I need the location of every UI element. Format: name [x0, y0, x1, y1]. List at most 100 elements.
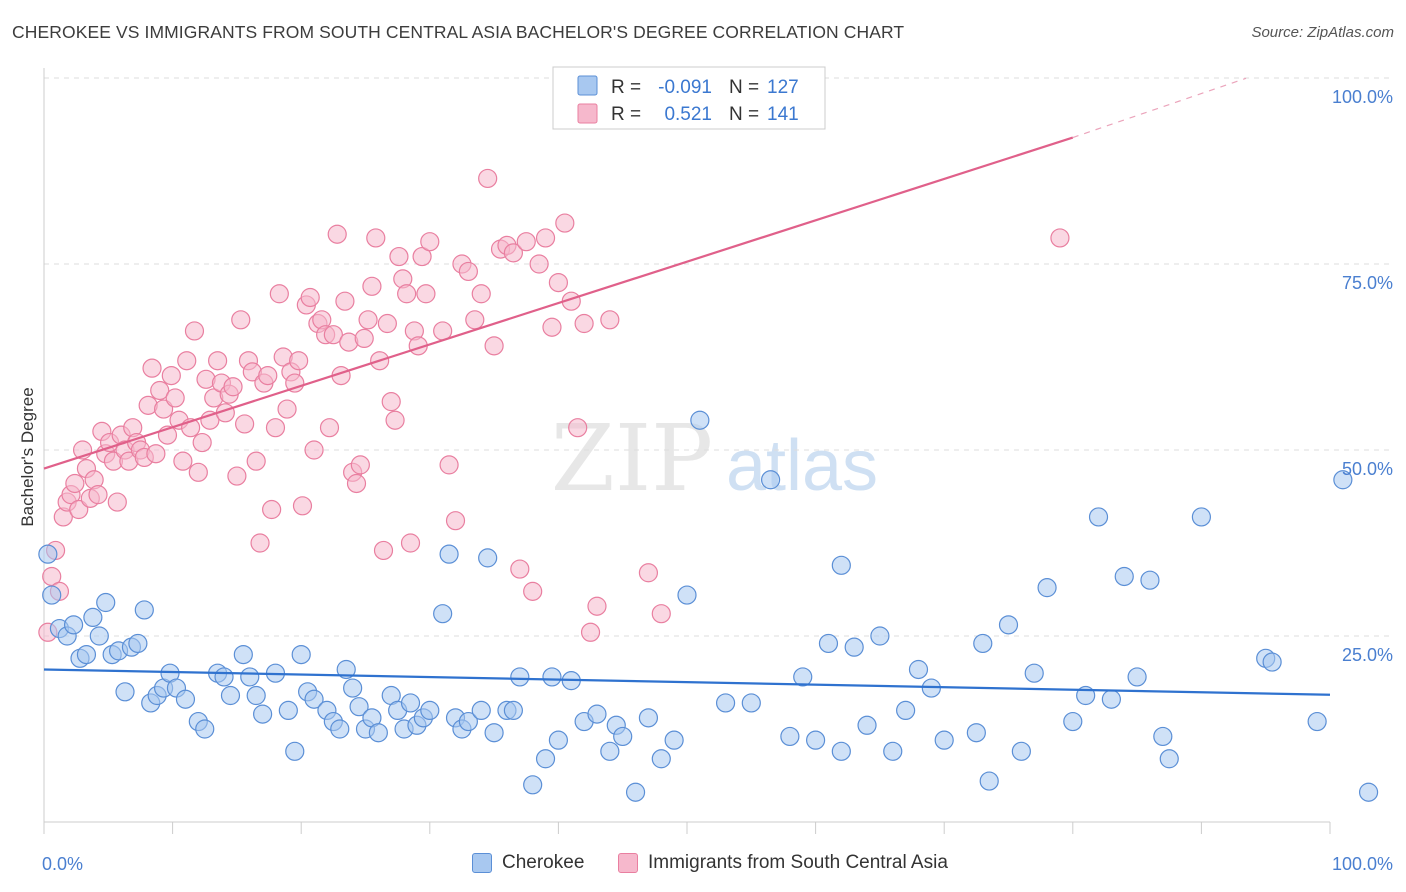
cherokee-point-99: [979, 771, 999, 791]
cherokee-point-1: [42, 585, 62, 605]
immigrants-point-60: [269, 284, 289, 304]
cherokee-point-102: [1024, 663, 1044, 683]
legend-label-immigrants: Immigrants from South Central Asia: [648, 852, 948, 873]
immigrants-point-88: [377, 313, 397, 334]
cherokee-point-58: [471, 700, 491, 721]
immigrants-point-87: [373, 540, 394, 561]
cherokee-point-25: [214, 667, 234, 687]
immigrants-point-29: [150, 380, 170, 401]
cherokee-point-29: [246, 685, 266, 706]
immigrants-point-77: [335, 291, 355, 311]
cherokee-trend-line: [43, 668, 1331, 696]
cherokee-point-8: [89, 626, 109, 646]
correlation-legend: R = -0.091 N = 127 R = 0.521 N = 141: [552, 66, 826, 130]
cherokee-point-23: [195, 719, 215, 739]
immigrants-point-99: [420, 232, 440, 252]
immigrants-point-51: [235, 414, 255, 434]
cherokee-point-9: [96, 592, 116, 613]
cherokee-point-98: [973, 633, 993, 654]
immigrants-point-115: [529, 254, 549, 274]
y-tick-label-100: 100.0%: [1332, 87, 1393, 107]
immigrants-point-105: [465, 310, 485, 330]
immigrants-point-13: [88, 485, 108, 505]
cherokee-point-112: [1159, 749, 1179, 769]
cherokee-point-107: [1101, 689, 1121, 709]
cherokee-point-40: [336, 659, 356, 680]
immigrants-point-123: [580, 622, 601, 642]
cherokee-point-26: [220, 685, 241, 706]
cherokee-point-100: [998, 615, 1019, 635]
cherokee-point-97: [966, 723, 986, 743]
immigrants-point-59: [265, 418, 286, 438]
cherokee-point-41: [343, 678, 363, 698]
cherokee-point-15: [134, 600, 154, 620]
cherokee-point-90: [857, 715, 877, 735]
cherokee-point-12: [115, 682, 135, 702]
cherokee-point-33: [285, 741, 305, 761]
immigrants-point-83: [358, 310, 378, 330]
cherokee-point-113: [1191, 507, 1212, 527]
immigrants-point-38: [184, 321, 205, 341]
immigrants-point-65: [289, 351, 309, 371]
immigrants-point-1: [42, 566, 62, 587]
legend-swatch-cherokee: [472, 853, 492, 873]
cherokee-point-76: [651, 749, 671, 769]
legend-r-value-blue: -0.091: [658, 77, 712, 98]
cherokee-point-75: [638, 708, 659, 728]
immigrants-point-116: [535, 228, 556, 248]
y-tick-label-50: 50.0%: [1342, 459, 1393, 479]
cherokee-point-36: [304, 689, 324, 709]
immigrants-point-74: [323, 325, 343, 345]
immigrants-point-18: [107, 492, 127, 512]
cherokee-point-78: [677, 585, 697, 605]
series-legend: Cherokee Immigrants from South Central A…: [0, 848, 1406, 882]
immigrants-point-112: [510, 559, 530, 579]
immigrants-point-84: [362, 276, 382, 296]
cherokee-point-92: [883, 741, 903, 761]
cherokee-point-118: [1358, 782, 1379, 802]
legend-swatch-blue: [577, 75, 598, 96]
legend-item-cherokee: Cherokee: [472, 852, 584, 874]
immigrants-point-104: [458, 261, 478, 282]
cherokee-point-89: [844, 637, 864, 657]
immigrants-point-7: [65, 473, 85, 494]
cherokee-point-109: [1127, 667, 1147, 687]
y-tick-label-75: 75.0%: [1342, 273, 1393, 293]
immigrants-point-36: [177, 351, 197, 371]
y-tick-label-25: 25.0%: [1342, 645, 1393, 665]
cherokee-point-7: [83, 607, 103, 628]
cherokee-point-30: [253, 704, 273, 724]
cherokee-point-74: [625, 782, 646, 802]
legend-r-label-pink: R =: [611, 104, 641, 125]
trend-lines: [43, 77, 1331, 696]
cherokee-point-21: [175, 689, 196, 709]
cherokee-point-39: [330, 719, 350, 739]
cherokee-point-88: [831, 741, 851, 761]
cherokee-point-54: [439, 544, 459, 564]
cherokee-point-66: [542, 667, 562, 687]
cherokee-point-91: [870, 626, 890, 646]
immigrants-point-75: [327, 224, 347, 244]
cherokee-point-94: [908, 659, 929, 680]
immigrants-point-49: [227, 466, 247, 486]
immigrants-point-27: [142, 358, 162, 378]
cherokee-point-52: [420, 700, 440, 721]
cherokee-point-71: [600, 741, 620, 761]
immigrants-point-89: [381, 392, 401, 412]
immigrants-trend-extension: [1072, 77, 1247, 139]
axes: [43, 68, 1331, 834]
cherokee-point-73: [613, 726, 633, 747]
cherokee-point-80: [715, 693, 736, 713]
cherokee-point-96: [934, 730, 954, 750]
cherokee-point-103: [1037, 578, 1057, 598]
immigrants-point-73: [319, 418, 340, 438]
immigrants-trend-line: [43, 136, 1074, 470]
immigrants-point-113: [516, 232, 536, 252]
immigrants-point-101: [439, 455, 459, 475]
legend-item-immigrants: Immigrants from South Central Asia: [618, 852, 948, 874]
immigrants-point-28: [146, 444, 166, 464]
legend-r-value-pink: 0.521: [664, 104, 712, 125]
cherokee-point-79: [690, 410, 710, 430]
immigrants-point-108: [484, 336, 504, 356]
